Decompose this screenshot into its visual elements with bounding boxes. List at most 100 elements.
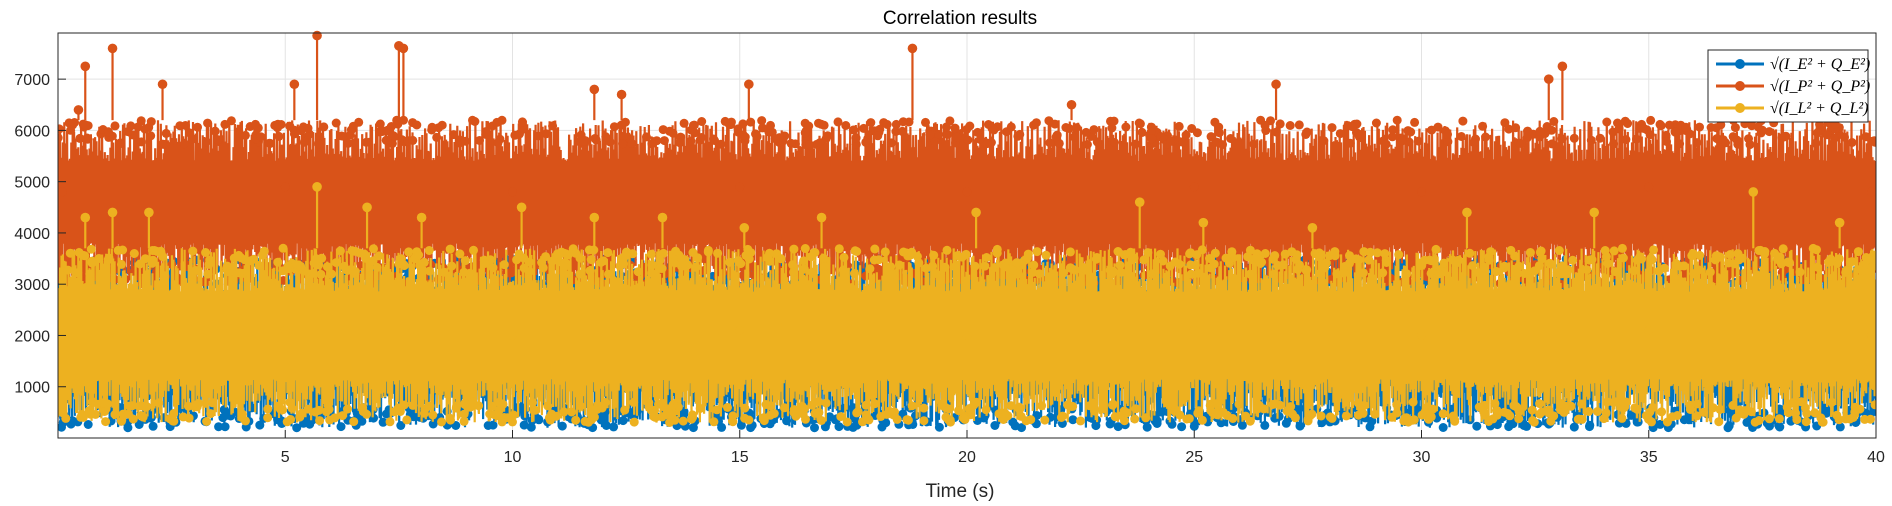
data-point xyxy=(1458,116,1468,126)
data-point xyxy=(1760,247,1770,256)
data-point xyxy=(1694,265,1703,275)
data-point xyxy=(1275,400,1285,410)
data-point xyxy=(1081,127,1091,137)
data-point xyxy=(580,416,590,426)
data-point xyxy=(899,247,908,257)
data-point xyxy=(1082,140,1092,149)
data-point xyxy=(346,125,356,135)
data-point xyxy=(1174,121,1184,131)
data-point xyxy=(807,267,817,277)
data-point xyxy=(1216,418,1226,428)
data-point xyxy=(1426,256,1436,266)
data-point xyxy=(1715,404,1725,414)
data-point xyxy=(1675,261,1685,271)
data-point xyxy=(952,132,962,142)
data-point xyxy=(1712,251,1722,261)
data-point xyxy=(118,245,128,255)
data-point xyxy=(1210,248,1220,258)
data-point xyxy=(1443,130,1452,139)
data-point xyxy=(1332,269,1342,279)
peak-point xyxy=(289,79,300,90)
data-point xyxy=(327,269,337,279)
data-point xyxy=(218,413,228,423)
data-point xyxy=(799,264,809,274)
data-point xyxy=(1275,119,1285,129)
data-point xyxy=(874,264,884,274)
data-point xyxy=(971,397,981,407)
x-tick-label: 30 xyxy=(1413,449,1431,466)
data-point xyxy=(1197,415,1207,425)
data-point xyxy=(123,423,133,433)
data-point xyxy=(98,398,108,408)
data-point xyxy=(1602,397,1612,407)
data-point xyxy=(758,123,767,133)
data-point xyxy=(586,408,596,418)
legend[interactable]: √(I_E² + Q_E²) √(I_P² + Q_P²) √(I_L² + Q_L… xyxy=(1707,49,1870,123)
data-point xyxy=(709,134,718,144)
legend-marker xyxy=(1735,81,1745,91)
legend-item[interactable]: √(I_L² + Q_L²) xyxy=(1716,100,1869,117)
data-point xyxy=(789,244,799,254)
data-point xyxy=(646,249,656,259)
data-point xyxy=(1468,261,1478,271)
data-point xyxy=(1089,125,1099,135)
data-point xyxy=(1166,136,1176,146)
y-tick-label: 7000 xyxy=(14,72,50,89)
data-point xyxy=(1695,250,1705,260)
data-point xyxy=(1224,258,1234,268)
data-point xyxy=(202,137,211,147)
x-tick-label: 25 xyxy=(1185,449,1203,466)
data-point xyxy=(1632,404,1642,414)
legend-marker xyxy=(1735,103,1745,113)
legend-item[interactable]: √(I_P² + Q_P²) xyxy=(1716,78,1870,95)
y-tick-label: 2000 xyxy=(14,328,50,345)
data-point xyxy=(668,128,678,138)
data-point xyxy=(1147,269,1157,279)
data-point xyxy=(292,423,302,433)
data-point xyxy=(1241,411,1251,421)
data-point xyxy=(619,131,628,141)
data-point xyxy=(1327,123,1337,133)
data-point xyxy=(469,245,478,255)
data-point xyxy=(498,399,508,409)
data-point xyxy=(851,139,861,149)
data-point xyxy=(1268,400,1278,409)
data-point xyxy=(989,125,999,135)
data-point xyxy=(103,127,113,137)
data-point xyxy=(158,139,167,149)
data-point xyxy=(273,257,283,267)
data-point xyxy=(253,123,263,133)
data-point xyxy=(810,423,819,433)
data-point xyxy=(1392,408,1402,418)
data-point xyxy=(1040,415,1050,425)
data-point xyxy=(1816,413,1826,423)
data-point xyxy=(519,420,529,430)
data-point xyxy=(1623,119,1633,128)
peak-point xyxy=(144,207,154,218)
data-point xyxy=(1330,247,1340,257)
peak-point xyxy=(107,43,118,54)
data-point xyxy=(820,261,829,271)
legend-item[interactable]: √(I_E² + Q_E²) xyxy=(1716,56,1870,73)
data-point xyxy=(278,243,288,253)
data-point xyxy=(973,127,983,137)
data-point xyxy=(557,247,566,257)
data-point xyxy=(1646,115,1656,125)
data-point xyxy=(962,187,972,197)
data-point xyxy=(567,407,577,417)
data-point xyxy=(1372,248,1382,258)
data-point xyxy=(1137,127,1147,137)
data-point xyxy=(1774,414,1784,424)
data-point xyxy=(1582,265,1592,275)
data-point xyxy=(907,401,917,411)
data-point xyxy=(459,416,469,426)
data-point xyxy=(798,409,808,419)
data-point xyxy=(437,417,446,427)
data-point xyxy=(419,408,429,418)
data-point xyxy=(194,398,204,408)
data-point xyxy=(697,117,707,126)
data-point xyxy=(930,137,940,147)
data-point xyxy=(1135,119,1145,129)
data-point xyxy=(997,408,1007,418)
data-point xyxy=(880,247,890,257)
